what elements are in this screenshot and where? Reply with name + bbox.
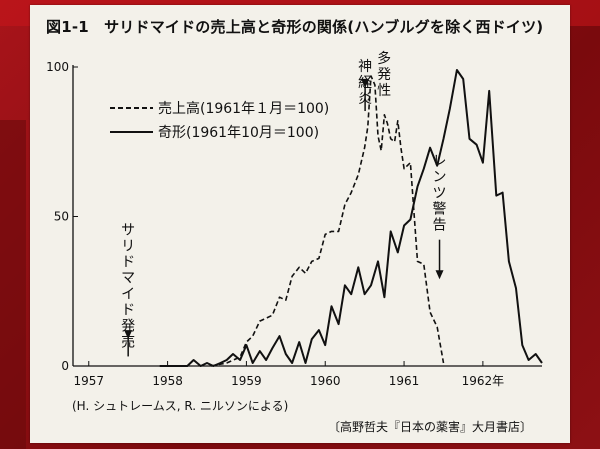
x-tick-label-1961: 1961 bbox=[389, 374, 420, 388]
chart-title: 図1-1 サリドマイドの売上高と奇形の関係(ハンブルグを除く西ドイツ) bbox=[46, 18, 544, 36]
y-tick-label-0: 0 bbox=[61, 359, 69, 373]
svg-text:多: 多 bbox=[377, 50, 391, 67]
x-tick-label-1958: 1958 bbox=[152, 374, 183, 388]
figure-page: 図1-1 サリドマイドの売上高と奇形の関係(ハンブルグを除く西ドイツ) 0 50 1… bbox=[30, 5, 570, 443]
svg-text:発: 発 bbox=[377, 67, 391, 83]
svg-text:ド: ド bbox=[121, 254, 135, 270]
svg-text:リ: リ bbox=[121, 238, 135, 254]
svg-text:イ: イ bbox=[121, 286, 135, 302]
annotation-3-arrow-head bbox=[435, 270, 444, 280]
credit-secondary: 〔高野哲夫『日本の薬害』大月書店〕 bbox=[328, 420, 533, 434]
svg-text:レ: レ bbox=[433, 154, 447, 170]
x-tick-label-1959: 1959 bbox=[231, 374, 262, 388]
y-tick-label-100: 100 bbox=[46, 60, 69, 74]
series-line-1 bbox=[210, 75, 445, 367]
slide-accent-band-left bbox=[0, 120, 26, 449]
svg-text:性: 性 bbox=[377, 83, 391, 99]
annotation-2-arrow-head bbox=[361, 78, 370, 88]
svg-text:ン: ン bbox=[433, 170, 447, 186]
svg-text:告: 告 bbox=[433, 218, 447, 234]
svg-text:神: 神 bbox=[358, 59, 372, 75]
svg-text:サ: サ bbox=[121, 222, 135, 238]
legend-label-2: 奇形(1961年10月＝100) bbox=[158, 124, 319, 141]
svg-text:警: 警 bbox=[433, 202, 447, 218]
annotation-1-arrow-head bbox=[124, 330, 133, 340]
x-tick-label-1960: 1960 bbox=[310, 374, 341, 388]
annotation-2-col-right: 多発性 bbox=[377, 50, 391, 99]
svg-text:ツ: ツ bbox=[433, 186, 447, 202]
series-line-2 bbox=[159, 69, 543, 367]
x-tick-label-1962: 1962年 bbox=[462, 374, 505, 388]
y-tick-label-50: 50 bbox=[54, 210, 69, 224]
legend-label-1: 売上高(1961年１月＝100) bbox=[158, 100, 329, 117]
svg-text:マ: マ bbox=[121, 270, 135, 286]
x-tick-label-1957: 1957 bbox=[73, 374, 104, 388]
svg-text:ド: ド bbox=[121, 302, 135, 318]
thalidomide-line-chart: 0 50 100 1957 1958 1959 1960 1961 1962年 売上高(1961年… bbox=[46, 50, 543, 388]
credit-primary: (H. シュトレームス, R. ニルソンによる) bbox=[72, 399, 289, 413]
